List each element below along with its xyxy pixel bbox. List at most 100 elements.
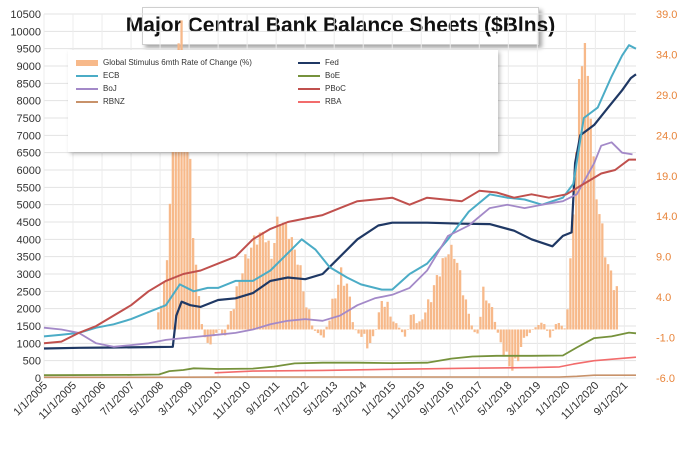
y-left-tick-label: 5000 [17, 200, 41, 212]
stimulus-bar [447, 254, 450, 330]
stimulus-bar [157, 312, 160, 330]
legend-swatch-ecb [76, 74, 98, 77]
y-left-tick-label: 6500 [17, 148, 41, 160]
stimulus-bar [580, 66, 584, 330]
stimulus-bar [511, 329, 514, 371]
stimulus-bar [499, 329, 502, 343]
y-left-tick-label: 9500 [17, 44, 41, 56]
legend-label-boj: BoJ [103, 84, 117, 93]
y-left-tick-label: 8500 [17, 78, 41, 90]
stimulus-bar [389, 316, 392, 330]
legend-swatch-boe [298, 74, 320, 77]
stimulus-bar [543, 324, 546, 330]
stimulus-bar [592, 156, 595, 330]
stimulus-bar [357, 329, 360, 334]
stimulus-bar [212, 329, 215, 337]
stimulus-bar [360, 329, 363, 337]
stimulus-bar [467, 313, 470, 330]
stimulus-bar [244, 254, 247, 330]
stimulus-bar [598, 214, 601, 330]
stimulus-bar [429, 302, 433, 330]
stimulus-bar [563, 328, 566, 330]
legend-swatch-stimulus [76, 59, 98, 66]
stimulus-bar [171, 125, 174, 330]
stimulus-bar [296, 264, 299, 330]
stimulus-bar [606, 264, 610, 330]
stimulus-bar [302, 291, 305, 330]
stimulus-bar [183, 54, 186, 330]
legend-item-boj: BoJ [76, 84, 117, 93]
stimulus-bar [528, 329, 531, 333]
y-left-tick-label: 6000 [17, 165, 41, 177]
stimulus-bar [258, 232, 262, 330]
chart-legend: Global Stimulus 6mth Rate of Change (%) … [68, 50, 498, 152]
stimulus-bar [406, 329, 410, 330]
stimulus-bar [215, 329, 218, 333]
stimulus-bar [444, 257, 447, 330]
stimulus-bar [377, 312, 381, 330]
series-line-boe [43, 331, 637, 377]
y-right-tick-label: 24.0 [656, 130, 677, 142]
y-right-tick-label: 39.0 [656, 9, 677, 21]
y-right-tick-label: -6.0 [656, 373, 675, 385]
stimulus-bar [612, 290, 616, 330]
stimulus-bar [235, 286, 238, 330]
stimulus-bar [363, 329, 366, 334]
stimulus-bar [531, 329, 534, 330]
stimulus-bar [386, 301, 389, 330]
stimulus-bar [264, 242, 267, 330]
stimulus-bar [313, 329, 317, 331]
stimulus-bar [392, 321, 395, 330]
stimulus-bar [461, 295, 465, 330]
legend-item-fed: Fed [298, 58, 339, 67]
stimulus-bar [514, 329, 517, 359]
legend-item-rbnz: RBNZ [76, 97, 125, 106]
stimulus-bar [281, 222, 285, 330]
stimulus-bar [508, 329, 511, 367]
stimulus-bar [197, 296, 201, 330]
stimulus-bar [226, 324, 230, 330]
stimulus-bar [418, 321, 421, 330]
stimulus-bar [383, 306, 386, 330]
stimulus-bar [322, 329, 325, 338]
stimulus-bar [160, 305, 163, 330]
y-left-tick-label: 10000 [10, 26, 41, 38]
stimulus-bar [583, 43, 587, 330]
series-line-rba [214, 356, 637, 374]
stimulus-bar [615, 286, 618, 330]
y-left-tick-label: 3000 [17, 269, 41, 281]
stimulus-bar [435, 275, 439, 330]
legend-item-boe: BoE [298, 71, 340, 80]
stimulus-bar [432, 285, 436, 330]
legend-label-boe: BoE [325, 71, 341, 80]
legend-label-ecb: ECB [103, 71, 120, 80]
stimulus-bar [218, 329, 221, 330]
stimulus-bar [369, 329, 372, 344]
stimulus-bar [276, 216, 279, 330]
stimulus-bar [241, 273, 244, 330]
stimulus-bar [412, 314, 415, 330]
stimulus-bar [554, 324, 558, 330]
stimulus-bar [331, 298, 334, 330]
stimulus-bar [557, 322, 560, 330]
stimulus-bar [345, 283, 349, 330]
stimulus-bar [200, 324, 204, 330]
stimulus-bar [250, 247, 253, 330]
y-left-tick-label: 500 [23, 356, 41, 368]
y-right-tick-label: 14.0 [656, 211, 677, 223]
stimulus-bar [601, 223, 604, 330]
y-right-tick-label: 29.0 [656, 90, 677, 102]
stimulus-bar [546, 329, 549, 331]
stimulus-bar [299, 265, 302, 330]
stimulus-bar [586, 75, 589, 330]
stimulus-bar [371, 329, 375, 337]
stimulus-bar [395, 323, 398, 330]
y-left-tick-label: 10500 [10, 9, 41, 21]
stimulus-bar [409, 314, 412, 330]
series-line-rbnz [44, 374, 636, 379]
stimulus-bar [374, 329, 378, 330]
stimulus-bar [456, 262, 459, 330]
stimulus-bar [316, 329, 320, 334]
stimulus-bar [398, 327, 401, 330]
stimulus-bar [540, 322, 543, 330]
